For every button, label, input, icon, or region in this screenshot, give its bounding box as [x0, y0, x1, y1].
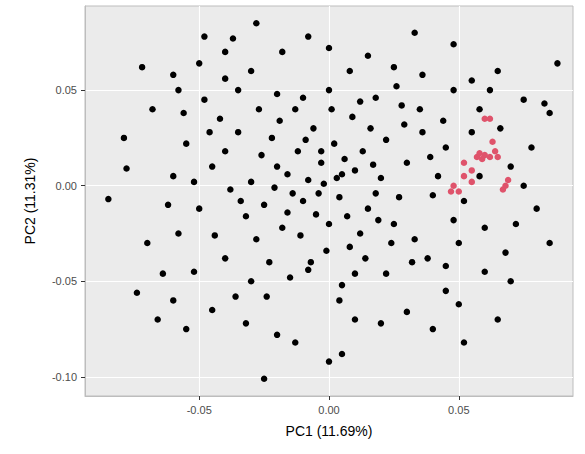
svg-text:-0.05: -0.05 — [52, 275, 77, 287]
svg-text:PC2 (11.31%): PC2 (11.31%) — [22, 158, 38, 245]
svg-text:0.05: 0.05 — [56, 84, 77, 96]
svg-text:0.00: 0.00 — [56, 180, 77, 192]
svg-text:0.05: 0.05 — [448, 404, 469, 416]
svg-text:-0.05: -0.05 — [187, 404, 212, 416]
svg-text:-0.10: -0.10 — [52, 371, 77, 383]
svg-text:PC1 (11.69%): PC1 (11.69%) — [286, 423, 373, 439]
svg-text:0.00: 0.00 — [318, 404, 339, 416]
